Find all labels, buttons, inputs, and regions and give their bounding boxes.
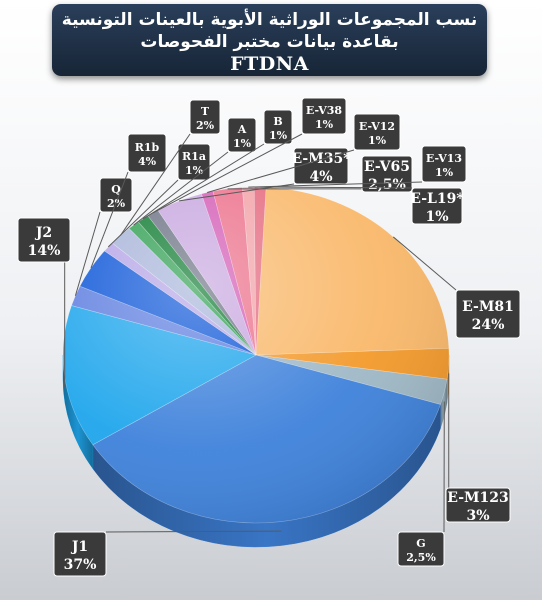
slice-value-j2: 14% [28, 243, 61, 259]
slice-label-t: T [201, 105, 210, 118]
leader-line-q [74, 211, 101, 296]
slice-value-e-l19: 1% [425, 209, 448, 225]
slice-value-e-v38: 1% [315, 118, 334, 131]
slice-value-e-m81: 24% [472, 317, 505, 333]
label-box-g [397, 531, 445, 567]
label-box-e-m123 [445, 487, 511, 523]
slice-value-e-v13: 1% [435, 166, 454, 179]
chart-title-box: نسب المجموعات الوراثية الأبوية بالعينات … [52, 4, 487, 76]
chart-title-line-2: بقاعدة بيانات مختبر الفحوصات [140, 32, 399, 52]
slice-value-a: 1% [233, 137, 252, 150]
label-box-t [189, 99, 221, 135]
pie-side-shade-j1 [92, 404, 441, 547]
pie-side-shade-j2 [63, 355, 93, 469]
label-box-e-m81 [455, 289, 521, 339]
leader-line-j1 [105, 530, 282, 533]
slice-value-r1a: 1% [185, 164, 204, 177]
leader-line-r1b [90, 171, 129, 269]
leader-line-a [133, 151, 229, 226]
leader-line-e-v13 [248, 181, 423, 188]
leader-line-r1a [107, 179, 179, 248]
pie-side-shade-g [440, 379, 447, 429]
label-box-b [263, 109, 293, 145]
leader-line-b [142, 143, 265, 220]
slice-label-r1b: R1b [135, 141, 160, 154]
pie-side-shade-e-m123 [446, 355, 449, 404]
slice-label-e-l19: E-L19* [410, 191, 464, 207]
slice-value-e-v12: 1% [368, 134, 387, 147]
slice-label-b: B [273, 115, 282, 128]
slice-value-t: 2% [196, 119, 215, 132]
chart-title-line-3: FTDNA [230, 53, 309, 75]
slice-label-e-m81: E-M81 [462, 299, 514, 315]
label-box-q [99, 177, 133, 213]
leader-line-e-l19 [260, 186, 413, 189]
label-box-e-m35 [293, 147, 349, 185]
label-box-e-v38 [301, 97, 347, 135]
slice-value-e-v65: 2,5% [368, 177, 406, 193]
slice-value-e-m35: 4% [309, 169, 332, 185]
slice-label-g: G [416, 537, 425, 550]
label-box-a [227, 117, 257, 153]
leader-line-e-v38 [152, 133, 303, 214]
chart-title-line-1: نسب المجموعات الوراثية الأبوية بالعينات … [61, 10, 478, 30]
slice-label-r1a: R1a [182, 150, 206, 163]
leader-line-e-m81 [392, 236, 457, 291]
slice-value-j1: 37% [64, 557, 97, 573]
leader-line-e-v12 [207, 149, 355, 193]
slice-value-e-m123: 3% [466, 508, 489, 524]
label-box-j1 [53, 531, 107, 577]
label-box-j2 [17, 217, 71, 263]
label-box-r1a [177, 143, 211, 181]
label-box-e-v13 [421, 145, 467, 183]
slice-label-e-m123: E-M123 [447, 490, 508, 506]
slice-label-a: A [237, 123, 247, 136]
leader-line-t [119, 133, 191, 236]
slice-label-e-v65: E-V65 [364, 159, 410, 175]
slice-label-e-v38: E-V38 [306, 104, 343, 117]
pie-top-gloss [63, 187, 449, 523]
slice-label-q: Q [111, 183, 121, 196]
slice-value-g: 2,5% [406, 551, 436, 564]
slice-value-r1b: 4% [138, 155, 157, 168]
label-box-e-l19 [411, 187, 463, 225]
label-box-r1b [127, 133, 167, 173]
label-box-e-v12 [353, 113, 401, 151]
slice-label-e-v12: E-V12 [359, 120, 395, 133]
slice-value-b: 1% [269, 129, 288, 142]
slice-label-e-v13: E-V13 [426, 152, 462, 165]
slice-label-j2: J2 [34, 225, 52, 241]
slice-label-j1: J1 [70, 539, 88, 555]
